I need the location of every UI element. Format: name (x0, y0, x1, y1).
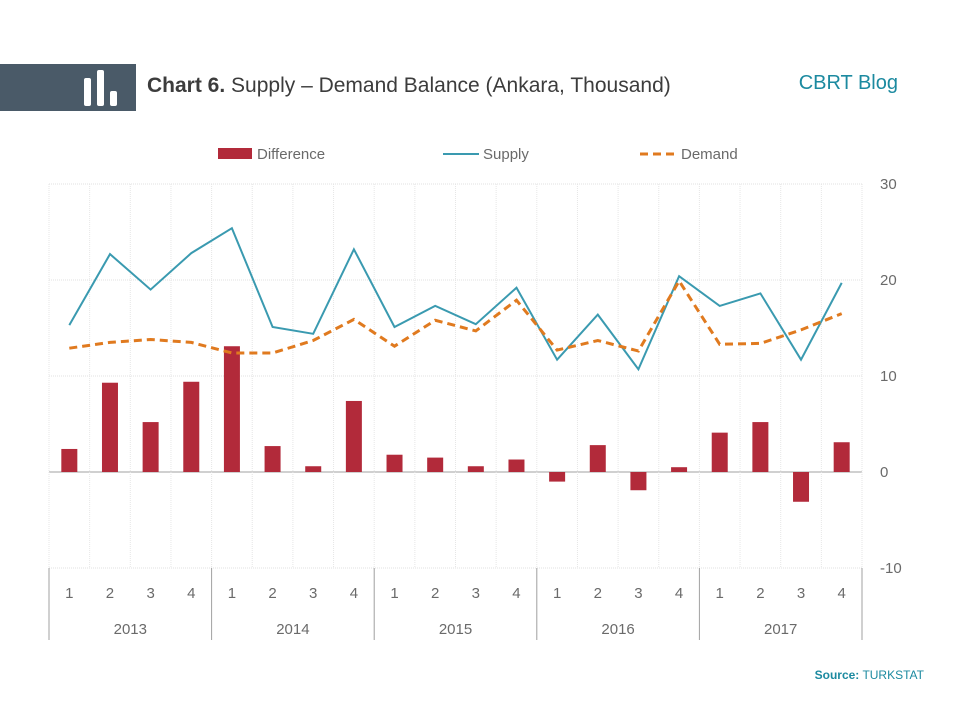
y-axis: 30 20 10 0 -10 (880, 176, 902, 577)
grid (48, 183, 863, 569)
difference-bar (223, 346, 240, 472)
x-quarter-label: 1 (65, 585, 73, 602)
difference-bar (671, 467, 688, 472)
x-axis: 2013 2014 2015 2016 2017 1 2 3 4 1 2 3 4 1 2 3 4 1 2 3 4 1 2 3 4 (48, 568, 863, 640)
difference-bar (467, 466, 484, 472)
source-value: TURKSTAT (862, 668, 924, 682)
difference-bar (264, 446, 281, 472)
chart-title: Chart 6. Supply – Demand Balance (Ankara… (147, 74, 671, 98)
difference-bar (61, 448, 78, 472)
legend-swatch-difference (218, 148, 252, 159)
difference-bar (427, 457, 444, 472)
difference-bars (61, 346, 850, 502)
x-year-label: 2016 (601, 621, 634, 638)
difference-bar (101, 382, 118, 472)
y-tick-label: -10 (880, 560, 902, 577)
series-lines (68, 226, 843, 372)
x-year-label: 2013 (114, 621, 147, 638)
difference-bar (305, 466, 322, 472)
difference-bar (793, 472, 810, 502)
x-quarter-label: 4 (838, 585, 846, 602)
y-tick-label: 0 (880, 464, 888, 481)
x-quarter-label: 3 (472, 585, 480, 602)
legend: Difference Supply Demand (218, 146, 738, 163)
header-bar (0, 64, 136, 111)
x-quarter-label: 3 (797, 585, 805, 602)
brand-logo: CBRT Blog (798, 72, 898, 94)
difference-bar (345, 400, 362, 472)
x-quarter-label: 1 (553, 585, 561, 602)
legend-label-supply: Supply (483, 146, 529, 163)
x-quarter-label: 4 (350, 585, 358, 602)
x-quarter-label: 2 (106, 585, 114, 602)
x-quarter-label: 4 (675, 585, 683, 602)
x-quarter-label: 2 (756, 585, 764, 602)
x-year-label: 2014 (276, 621, 309, 638)
y-tick-label: 30 (880, 176, 897, 193)
difference-bar (589, 445, 606, 472)
x-quarter-label: 2 (268, 585, 276, 602)
chart-number: Chart 6. (147, 74, 226, 97)
chart-title-text: Supply – Demand Balance (Ankara, Thousan… (231, 74, 671, 97)
difference-bar (752, 422, 769, 472)
legend-label-difference: Difference (257, 146, 325, 163)
difference-bar (508, 459, 525, 472)
x-quarter-label: 1 (228, 585, 236, 602)
difference-bar (142, 422, 159, 472)
x-quarter-label: 2 (431, 585, 439, 602)
y-tick-label: 20 (880, 272, 897, 289)
difference-bar (183, 381, 200, 472)
x-quarter-label: 4 (187, 585, 195, 602)
legend-label-demand: Demand (681, 146, 738, 163)
x-quarter-label: 3 (309, 585, 317, 602)
source-label: Source: (814, 668, 860, 682)
bar-chart-icon (84, 70, 117, 106)
x-year-label: 2015 (439, 621, 472, 638)
x-quarter-label: 1 (716, 585, 724, 602)
y-tick-label: 10 (880, 368, 897, 385)
x-quarter-label: 4 (512, 585, 520, 602)
difference-bar (549, 472, 566, 482)
difference-bar (386, 454, 403, 472)
x-quarter-label: 1 (390, 585, 398, 602)
difference-bar (833, 442, 850, 472)
x-quarter-label: 3 (634, 585, 642, 602)
x-year-label: 2017 (764, 621, 797, 638)
x-quarter-label: 3 (146, 585, 154, 602)
supply-line (68, 226, 843, 372)
source-note: Source: TURKSTAT (815, 668, 924, 682)
difference-bar (711, 432, 728, 472)
difference-bar (630, 472, 647, 491)
x-quarter-label: 2 (594, 585, 602, 602)
